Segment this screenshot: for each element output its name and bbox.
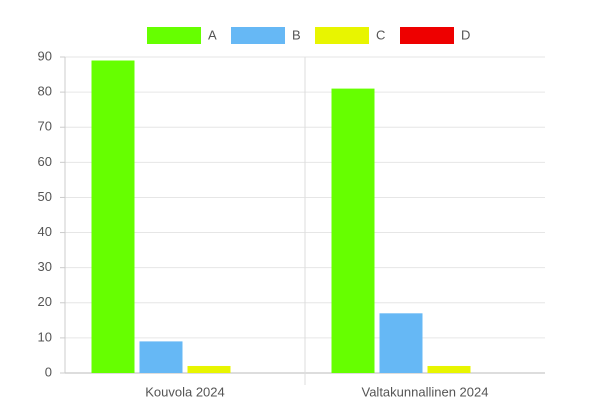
legend-swatch (400, 27, 454, 44)
y-tick-label: 20 (38, 294, 52, 309)
y-tick-label: 60 (38, 154, 52, 169)
y-tick-label: 50 (38, 189, 52, 204)
bar (91, 60, 135, 374)
x-tick-label: Kouvola 2024 (145, 384, 225, 399)
legend-swatch (315, 27, 369, 44)
bar (187, 365, 231, 373)
y-tick-label: 10 (38, 329, 52, 344)
bar (427, 365, 471, 373)
y-tick-label: 80 (38, 84, 52, 99)
y-tick-label: 90 (38, 48, 52, 63)
bar (139, 341, 183, 373)
y-tick-label: 40 (38, 224, 52, 239)
y-tick-label: 0 (45, 364, 52, 379)
y-tick-label: 30 (38, 259, 52, 274)
x-tick-label: Valtakunnallinen 2024 (362, 384, 489, 399)
legend-label: A (208, 27, 217, 42)
bar (379, 313, 423, 373)
y-tick-label: 70 (38, 119, 52, 134)
legend-label: C (376, 27, 385, 42)
legend-swatch (147, 27, 201, 44)
bar (331, 88, 375, 373)
legend-label: D (461, 27, 470, 42)
legend-label: B (292, 27, 301, 42)
legend-swatch (231, 27, 285, 44)
